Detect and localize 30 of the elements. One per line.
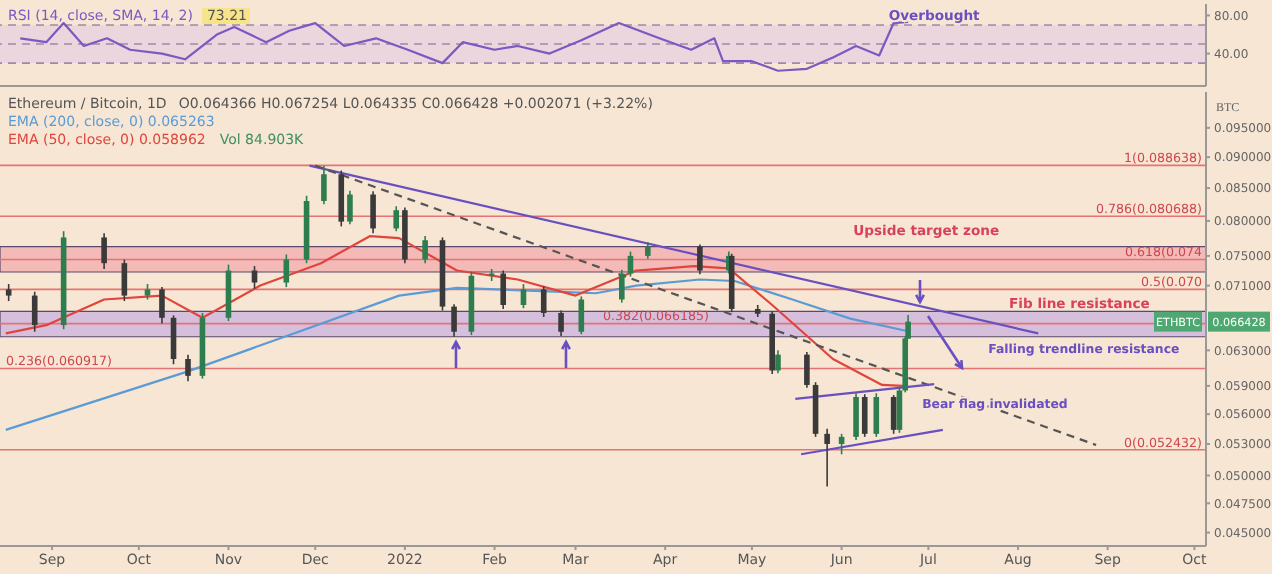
candlestick <box>347 189 353 226</box>
candlestick <box>422 235 428 264</box>
candlestick <box>393 205 400 232</box>
line-series <box>19 20 910 72</box>
candlestick <box>861 393 868 438</box>
candlestick <box>824 428 830 488</box>
candlestick <box>185 353 191 383</box>
candlestick <box>159 286 165 325</box>
candlestick <box>627 250 634 278</box>
candlestick <box>31 290 38 333</box>
candlestick <box>251 265 258 290</box>
candlestick <box>890 394 897 435</box>
candlestick <box>321 164 327 206</box>
candlestick <box>451 303 457 338</box>
candlestick <box>121 258 128 302</box>
candlestick <box>540 285 547 318</box>
candlestick <box>853 392 859 441</box>
candlestick <box>558 309 564 337</box>
candlestick <box>873 392 880 438</box>
candlestick <box>697 243 703 276</box>
candlestick <box>370 190 376 235</box>
candlestick <box>775 349 781 374</box>
candlestick <box>619 268 625 304</box>
candlestick <box>500 269 507 310</box>
candlestick <box>804 351 810 389</box>
candlestick <box>101 232 107 270</box>
candlestick <box>520 283 527 309</box>
line-series <box>4 278 910 431</box>
candlestick <box>578 295 585 336</box>
candlestick <box>338 169 345 228</box>
